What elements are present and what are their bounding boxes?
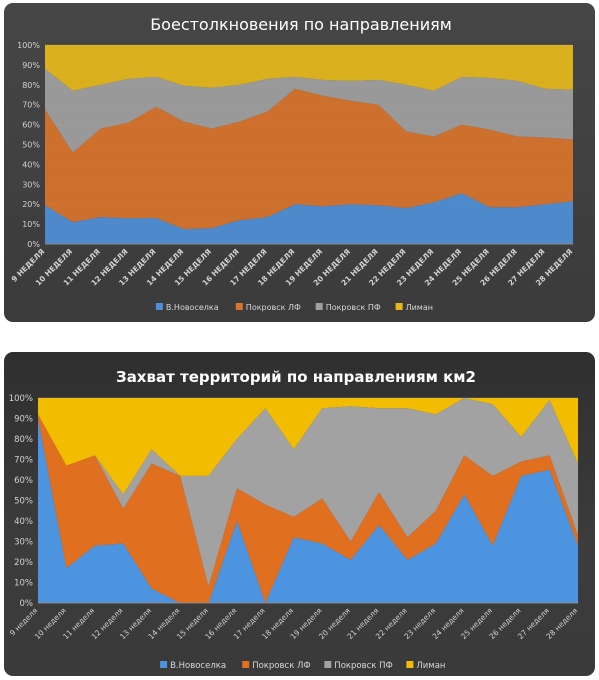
legend-swatch [242, 661, 250, 668]
y-tick-label: 20% [14, 558, 33, 568]
legend-label: Лиман [406, 303, 433, 312]
y-tick-label: 30% [22, 180, 40, 189]
y-tick-label: 100% [17, 41, 40, 50]
y-tick-label: 50% [22, 141, 40, 150]
y-tick-label: 60% [22, 121, 40, 130]
y-tick-label: 100% [9, 394, 33, 404]
legend-label: Лиман [416, 661, 445, 671]
y-tick-label: 10% [14, 579, 33, 589]
y-tick-label: 30% [14, 538, 33, 548]
area-series-1 [38, 418, 578, 603]
y-tick-label: 0% [20, 599, 34, 609]
y-tick-label: 50% [14, 497, 33, 507]
y-tick-label: 70% [22, 101, 40, 110]
legend-label: Покровск ПФ [334, 661, 393, 671]
area-series-2 [45, 88, 573, 230]
chart-title: Боестолкновения по направлениям [150, 15, 452, 34]
area-series-3 [38, 398, 578, 587]
y-tick-label: 10% [22, 220, 40, 229]
y-tick-label: 70% [14, 456, 33, 466]
y-tick-label: 90% [14, 415, 33, 425]
clashes-chart: Боестолкновения по направлениям 0% 10% 20% 3… [10, 15, 575, 312]
chart-panel-territory: Захват территорий по направлениям км2 0% 1… [4, 352, 595, 676]
territory-chart: Захват территорий по направлениям км2 0% 1… [8, 368, 580, 671]
legend-swatch [395, 303, 403, 310]
area-series-4 [45, 45, 573, 91]
legend-swatch [406, 661, 414, 668]
area-series-2 [38, 414, 578, 603]
y-tick-label: 20% [22, 200, 40, 209]
legend-swatch [315, 303, 323, 310]
legend-label: Покровск ЛФ [246, 303, 301, 312]
chart-panel-clashes: Боестолкновения по направлениям 0% 10% 20% 3… [4, 3, 595, 322]
y-tick-label: 80% [14, 435, 33, 445]
chart-title: Захват территорий по направлениям км2 [116, 368, 476, 386]
area-series-1 [45, 193, 573, 244]
y-tick-label: 40% [14, 517, 33, 527]
y-tick-label: 80% [22, 81, 40, 90]
legend-label: В.Новоселка [166, 303, 219, 312]
y-tick-label: 40% [22, 160, 40, 169]
legend-swatch [155, 303, 163, 310]
legend-swatch [235, 303, 243, 310]
legend-swatch [324, 661, 332, 668]
y-tick-label: 0% [27, 240, 40, 249]
area-series-4 [38, 398, 578, 495]
area-series-3 [45, 68, 573, 153]
legend-label: Покровск ПФ [326, 303, 381, 312]
legend-label: Покровск ЛФ [252, 661, 311, 671]
legend-label: В.Новоселка [170, 661, 226, 671]
legend-swatch [160, 661, 168, 668]
y-tick-label: 90% [22, 61, 40, 70]
y-tick-label: 60% [14, 476, 33, 486]
